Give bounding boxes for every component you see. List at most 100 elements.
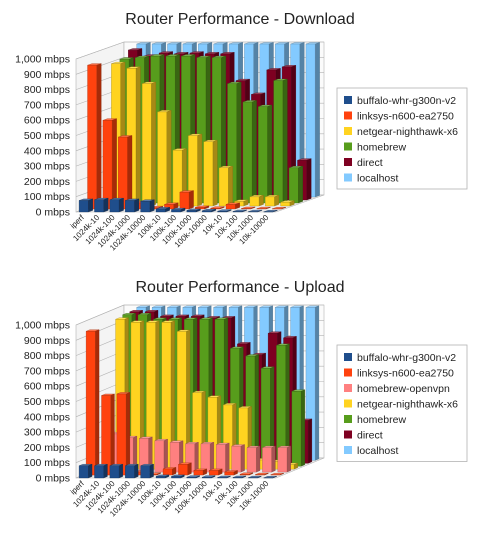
bar xyxy=(249,195,264,207)
bar xyxy=(171,474,185,479)
y-tick-label: 900 mbps xyxy=(24,69,70,81)
bar xyxy=(146,320,160,470)
bar xyxy=(280,200,295,207)
bar xyxy=(139,436,153,473)
bar xyxy=(193,468,207,476)
gridline xyxy=(75,304,324,326)
bar xyxy=(87,63,102,210)
bar xyxy=(225,202,240,210)
y-tick-label: 500 mbps xyxy=(24,130,70,142)
y-tick-label: 1,000 mbps xyxy=(15,320,70,332)
y-tick-label: 600 mbps xyxy=(24,381,70,393)
bar xyxy=(202,208,217,213)
y-tick-label: 400 mbps xyxy=(24,411,70,423)
y-tick-label: 600 mbps xyxy=(24,115,70,127)
bar xyxy=(101,393,115,476)
bar xyxy=(85,329,100,476)
y-tick-label: 500 mbps xyxy=(24,396,70,408)
bar xyxy=(178,462,192,476)
bar xyxy=(78,198,93,213)
bar xyxy=(155,474,170,479)
legend-swatch xyxy=(344,399,352,408)
legend-swatch xyxy=(344,111,352,120)
bar xyxy=(203,139,218,207)
bar xyxy=(246,445,261,473)
bar xyxy=(161,320,175,470)
legend-swatch xyxy=(344,173,352,182)
bar xyxy=(94,197,109,213)
x-tick-labels: iperf1024k-101024k-1001024k-10001024k-10… xyxy=(69,479,271,519)
bar xyxy=(118,135,133,210)
download-chart: Router Performance - Download 0 mbps 100 m… xyxy=(15,11,468,252)
bar xyxy=(109,197,124,213)
legend-entry: buffalo-whr-g300n-v2 xyxy=(357,352,456,364)
legend-swatch xyxy=(344,368,352,377)
bar xyxy=(255,472,269,476)
legend-swatch xyxy=(344,127,352,135)
legend-swatch xyxy=(344,415,352,423)
bar xyxy=(202,475,216,479)
bar xyxy=(164,202,179,210)
bar xyxy=(248,475,262,479)
bar xyxy=(179,190,194,210)
legend-swatch xyxy=(344,158,352,166)
legend-swatch xyxy=(344,353,352,361)
legend-box xyxy=(336,87,468,190)
y-tick-label: 300 mbps xyxy=(24,427,70,439)
y-tick-label: 100 mbps xyxy=(24,457,70,469)
bar xyxy=(200,442,214,473)
bar xyxy=(260,366,275,467)
bar xyxy=(277,445,291,473)
bar xyxy=(195,205,210,210)
legend-entry: localhost xyxy=(357,173,399,185)
bar xyxy=(265,195,280,207)
y-tick-label: 0 mbps xyxy=(36,473,70,485)
chart-title: Router Performance - Upload xyxy=(136,279,345,296)
bar xyxy=(209,468,223,476)
bar xyxy=(216,442,230,473)
bar xyxy=(140,199,155,213)
legend-swatch xyxy=(344,384,352,392)
bar xyxy=(258,104,273,204)
bar xyxy=(224,470,238,476)
bar xyxy=(232,209,247,213)
bar xyxy=(186,208,201,213)
bar xyxy=(217,475,231,479)
y-tick-label: 400 mbps xyxy=(24,145,70,157)
bar xyxy=(140,463,154,479)
y-tick-label: 800 mbps xyxy=(24,84,70,96)
bar xyxy=(94,463,108,479)
y-tick-label: 700 mbps xyxy=(24,365,70,377)
bar xyxy=(155,207,170,213)
y-tick-label: 800 mbps xyxy=(24,350,70,362)
y-tick-label: 200 mbps xyxy=(24,176,70,188)
y-tick-label: 1,000 mbps xyxy=(15,54,70,66)
bar xyxy=(263,476,277,479)
legend-entry: direct xyxy=(357,430,383,442)
legend: buffalo-whr-g300n-v2 linksys-n600-ea2750 n… xyxy=(336,87,468,190)
bar xyxy=(78,463,93,479)
bar xyxy=(242,100,257,204)
bar xyxy=(210,206,225,210)
bar xyxy=(102,118,117,210)
bar xyxy=(125,463,139,479)
bars xyxy=(78,305,320,479)
bar xyxy=(241,206,256,210)
bar xyxy=(130,320,145,470)
bar xyxy=(276,343,290,467)
bar xyxy=(288,166,303,204)
bar xyxy=(271,207,287,210)
legend-box xyxy=(336,344,468,462)
bar xyxy=(162,467,177,476)
bar xyxy=(291,389,305,467)
gridline xyxy=(75,41,324,60)
legend-entry: homebrew-openvpn xyxy=(357,383,450,395)
bar xyxy=(256,206,271,210)
legend-swatch xyxy=(344,430,352,439)
legend-entry: homebrew xyxy=(357,414,406,426)
bar xyxy=(171,207,186,213)
legend-swatch xyxy=(344,142,352,151)
bar xyxy=(141,81,156,207)
legend-entry: linksys-n600-ea2750 xyxy=(357,368,454,380)
